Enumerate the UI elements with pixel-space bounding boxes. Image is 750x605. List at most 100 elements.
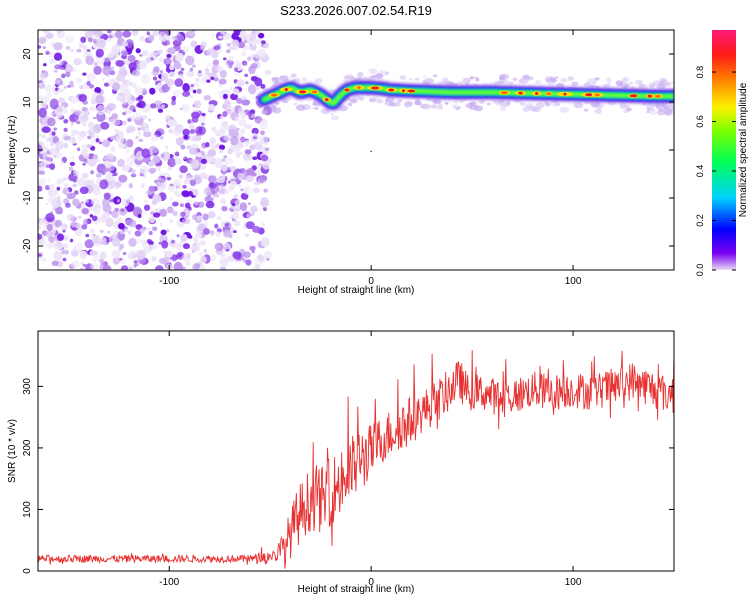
- noise-blob: [207, 149, 216, 158]
- noise-blob: [244, 233, 250, 237]
- noise-blob: [82, 45, 88, 51]
- noise-blob: [172, 201, 179, 207]
- noise-blob: [103, 192, 111, 200]
- noise-blob: [228, 46, 234, 51]
- noise-blob: [262, 222, 266, 227]
- noise-blob: [55, 111, 63, 119]
- noise-blob: [95, 48, 104, 58]
- noise-blob: [174, 151, 180, 157]
- noise-blob: [160, 136, 164, 140]
- noise-blob: [234, 220, 241, 227]
- snr-frame: [37, 330, 675, 572]
- halo-blob: [314, 106, 319, 110]
- noise-blob: [211, 33, 215, 37]
- halo-blob: [475, 78, 480, 82]
- noise-blob: [173, 178, 182, 187]
- noise-blob: [106, 183, 115, 190]
- noise-blob: [38, 82, 43, 86]
- noise-blob: [69, 238, 74, 243]
- noise-blob: [150, 134, 159, 142]
- noise-blob: [82, 264, 87, 267]
- snr-ylabel: SNR (10 * v/v): [7, 419, 18, 483]
- noise-blob: [221, 164, 228, 172]
- noise-blob: [38, 94, 44, 101]
- noise-blob: [107, 52, 115, 59]
- noise-blob: [126, 155, 136, 167]
- noise-blob: [140, 182, 146, 187]
- noise-blob: [162, 250, 168, 254]
- noise-blob: [252, 225, 261, 233]
- noise-blob: [84, 148, 89, 153]
- noise-blob: [158, 57, 165, 62]
- noise-blob: [91, 215, 98, 222]
- noise-blob: [115, 60, 125, 67]
- noise-blob: [79, 186, 89, 195]
- noise-blob: [53, 42, 63, 51]
- noise-blob: [203, 228, 210, 235]
- noise-blob: [112, 46, 119, 51]
- halo-blob: [486, 103, 490, 106]
- noise-blob: [83, 218, 89, 226]
- noise-blob: [252, 156, 258, 160]
- halo-blob: [507, 81, 514, 86]
- noise-blob: [38, 37, 47, 44]
- noise-blob: [175, 137, 184, 146]
- noise-blob: [38, 133, 42, 138]
- noise-blob: [87, 135, 91, 140]
- halo-blob: [659, 77, 667, 83]
- noise-blob: [224, 190, 229, 195]
- noise-blob: [148, 34, 155, 42]
- noise-blob: [158, 241, 162, 245]
- noise-blob: [76, 48, 82, 53]
- noise-blob: [69, 95, 78, 104]
- noise-blob: [39, 219, 45, 226]
- halo-blob: [271, 79, 276, 83]
- noise-blob: [230, 93, 238, 101]
- noise-blob: [232, 143, 242, 153]
- noise-blob: [203, 95, 211, 101]
- noise-blob: [63, 127, 68, 132]
- noise-blob: [122, 251, 127, 256]
- halo-blob: [494, 80, 502, 86]
- halo-blob: [314, 78, 323, 84]
- noise-blob: [105, 217, 114, 228]
- halo-blob: [368, 68, 378, 75]
- noise-blob: [103, 241, 108, 246]
- noise-blob: [188, 95, 193, 99]
- noise-blob: [228, 55, 234, 62]
- noise-blob: [52, 206, 56, 211]
- noise-blob: [240, 111, 247, 119]
- noise-blob: [168, 259, 173, 263]
- noise-blob: [75, 77, 83, 83]
- halo-blob: [464, 82, 470, 86]
- noise-blob: [216, 65, 224, 72]
- noise-blob: [255, 181, 260, 186]
- noise-blob: [116, 198, 120, 203]
- noise-blob: [139, 35, 145, 42]
- noise-blob: [63, 142, 69, 149]
- noise-blob: [135, 48, 141, 54]
- noise-blob: [75, 120, 81, 125]
- hotspot-red: [500, 91, 508, 95]
- snr-xlabel: Height of straight line (km): [298, 584, 415, 595]
- noise-blob: [90, 228, 95, 234]
- noise-blob: [119, 243, 125, 250]
- noise-blob: [80, 36, 87, 43]
- noise-blob: [203, 220, 209, 226]
- noise-blob: [61, 108, 69, 114]
- halo-blob: [559, 106, 570, 113]
- noise-blob: [40, 101, 48, 109]
- noise-blob: [101, 77, 105, 81]
- halo-blob: [646, 110, 650, 113]
- noise-blob: [245, 81, 249, 85]
- noise-blob: [79, 250, 88, 260]
- halo-blob: [301, 104, 311, 111]
- noise-blob: [210, 76, 215, 81]
- noise-blob: [134, 86, 143, 97]
- noise-blob: [239, 30, 247, 39]
- noise-blob: [174, 190, 180, 196]
- noise-blob: [221, 89, 231, 97]
- halo-blob: [347, 102, 353, 107]
- noise-blob: [44, 84, 52, 93]
- noise-blob: [72, 183, 77, 188]
